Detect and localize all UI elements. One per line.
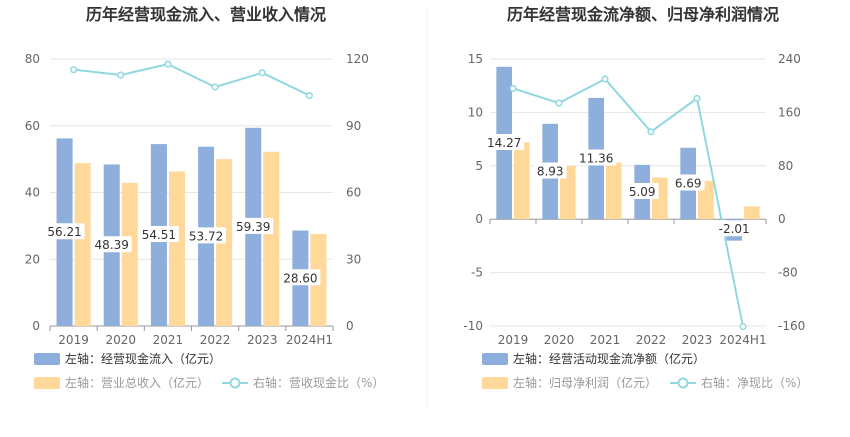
legend-label: 右轴：营收现金比（%） [253, 375, 384, 390]
line-point [258, 69, 266, 77]
left-axis-tick-label: 20 [25, 252, 40, 266]
data-label: 5.09 [629, 185, 656, 199]
line-point [693, 94, 701, 102]
right-axis-tick-label: 160 [778, 105, 801, 119]
right-axis-tick-label: 30 [346, 252, 361, 266]
data-label: 11.36 [579, 152, 613, 166]
chart-left: 历年经营现金流入、营业收入情况 0 20 40 60 80 0 30 60 90 120 2019 2… [25, 5, 385, 390]
line-point [509, 84, 517, 92]
bar-right-series [606, 162, 622, 220]
data-label: 8.93 [537, 165, 564, 179]
line-point [555, 99, 563, 107]
line-point [211, 83, 219, 91]
data-label: -2.01 [719, 222, 750, 236]
right-axis-tick-label: -80 [778, 266, 798, 280]
legend-label: 左轴：营业总收入（亿元） [65, 375, 209, 390]
left-axis-tick-label: 10 [468, 105, 483, 119]
legend-swatch [34, 377, 60, 389]
legend-label: 右轴：净现比（%） [701, 375, 808, 390]
left-axis-tick-label: -10 [463, 319, 483, 333]
legend-label: 左轴：经营活动现金流净额（亿元） [513, 351, 705, 366]
x-axis-tick-label: 2021 [153, 333, 184, 347]
bar-right-series [263, 151, 280, 326]
left-axis-tick-label: 80 [25, 52, 40, 66]
legend-swatch [34, 353, 60, 365]
x-axis-tick-label: 2023 [247, 333, 278, 347]
legend-swatch [482, 377, 508, 389]
x-axis-tick-label: 2023 [682, 333, 713, 347]
x-axis-tick-label: 2021 [590, 333, 621, 347]
left-axis-tick-label: 40 [25, 186, 40, 200]
bar-right-series [514, 142, 530, 220]
legend-label: 左轴：经营现金流入（亿元） [65, 351, 221, 366]
left-axis-tick-label: 60 [25, 119, 40, 133]
line-point [164, 60, 172, 68]
legend-marker [229, 377, 241, 389]
right-axis-tick-label: 120 [346, 52, 369, 66]
x-axis-tick-label: 2020 [105, 333, 136, 347]
bar-right-series [744, 206, 760, 220]
data-label-background [186, 227, 227, 244]
data-label-background [484, 133, 525, 150]
x-axis-tick-label: 2020 [544, 333, 575, 347]
x-axis-tick-label: 2022 [636, 333, 667, 347]
right-axis-tick-label: 0 [778, 212, 786, 226]
data-label-background [138, 226, 179, 243]
line-point [739, 323, 747, 331]
left-axis-tick-label: -5 [471, 266, 483, 280]
legend-swatch [482, 353, 508, 365]
data-label: 28.60 [283, 271, 317, 285]
x-axis-tick-label: 2019 [58, 333, 89, 347]
right-axis-tick-label: -160 [778, 319, 805, 333]
right-axis-tick-label: 240 [778, 52, 801, 66]
data-label-background [625, 183, 659, 200]
line-point [647, 128, 655, 136]
line-point [117, 71, 125, 79]
data-label-background [44, 223, 85, 240]
line-point [601, 75, 609, 83]
bar-right-series [74, 163, 91, 326]
right-axis-tick-label: 0 [346, 319, 354, 333]
right-axis-tick-label: 90 [346, 119, 361, 133]
right-axis-tick-label: 60 [346, 186, 361, 200]
x-axis-tick-label: 2024H1 [719, 333, 766, 347]
line-series [512, 77, 744, 327]
data-label-background [671, 174, 705, 191]
data-label: 59.39 [236, 220, 270, 234]
data-label: 14.27 [487, 136, 521, 150]
legend-label: 左轴：归母净利润（亿元） [513, 375, 657, 390]
line-point [305, 91, 313, 100]
legend-marker [677, 377, 689, 389]
data-label: 54.51 [142, 228, 176, 242]
left-axis-tick-label: 0 [475, 212, 483, 226]
chart-title: 历年经营现金流入、营业收入情况 [86, 5, 326, 24]
data-label-background [714, 220, 755, 237]
x-axis-tick-label: 2019 [498, 333, 529, 347]
x-axis-tick-label: 2024H1 [286, 333, 333, 347]
data-label: 53.72 [189, 229, 223, 243]
x-axis-tick-label: 2022 [200, 333, 231, 347]
data-label: 48.39 [95, 238, 129, 252]
right-axis-tick-label: 80 [778, 159, 793, 173]
bar-right-series [121, 182, 138, 326]
data-label-background [280, 269, 321, 286]
left-axis-tick-label: 15 [468, 52, 483, 66]
left-axis-tick-label: 0 [32, 319, 40, 333]
data-label: 56.21 [47, 225, 81, 239]
data-label-background [233, 217, 274, 234]
left-axis-tick-label: 5 [475, 159, 483, 173]
bar-right-series [168, 171, 185, 326]
chart-title: 历年经营现金流净额、归母净利润情况 [507, 5, 779, 24]
data-label-background [91, 236, 132, 253]
data-label-background [576, 149, 617, 166]
line-series [73, 63, 310, 97]
data-label-background [533, 162, 567, 179]
bar-right-series [560, 165, 576, 220]
chart-right: 历年经营现金流净额、归母净利润情况 -10 -5 0 5 10 15 -160 -80 0 80 1… [463, 5, 808, 390]
data-label: 6.69 [675, 176, 702, 190]
line-point [70, 66, 78, 74]
